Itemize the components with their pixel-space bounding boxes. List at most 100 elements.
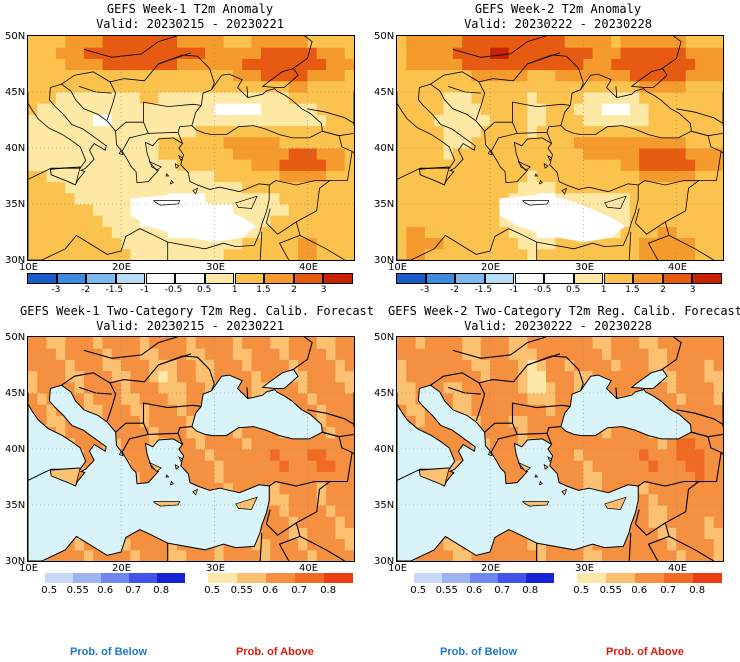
field-cell bbox=[518, 393, 528, 405]
field-cell bbox=[406, 204, 417, 216]
field-cell bbox=[406, 226, 417, 239]
field-cell bbox=[583, 170, 594, 183]
field-cell bbox=[83, 226, 94, 239]
field-cell bbox=[499, 426, 510, 439]
field-cell bbox=[648, 80, 659, 93]
field-cell bbox=[629, 148, 640, 160]
border-line bbox=[691, 130, 723, 137]
field-cell bbox=[214, 103, 225, 115]
field-cell bbox=[443, 69, 454, 82]
field-cell bbox=[93, 159, 103, 171]
field-cell bbox=[536, 125, 547, 138]
island bbox=[538, 179, 543, 185]
field-cell bbox=[555, 92, 566, 104]
field-cell bbox=[406, 125, 417, 138]
field-cell bbox=[335, 393, 346, 405]
field-cell bbox=[74, 549, 85, 561]
field-cell bbox=[704, 415, 715, 428]
field-cell bbox=[195, 248, 206, 260]
prob-above-colorbar-swatch bbox=[693, 573, 722, 583]
field-cell bbox=[546, 69, 556, 82]
field-cell bbox=[713, 460, 723, 472]
field-cell bbox=[307, 482, 318, 495]
field-cell bbox=[316, 226, 327, 239]
field-cell bbox=[93, 36, 103, 48]
prob-below-colorbar-label: 0.8 bbox=[153, 585, 170, 596]
field-cell bbox=[242, 370, 252, 383]
field-cell bbox=[462, 125, 472, 138]
field-cell bbox=[555, 181, 566, 194]
island bbox=[543, 463, 549, 470]
field-cell bbox=[288, 381, 299, 394]
lat-label: 35N bbox=[374, 199, 395, 210]
field-cell bbox=[195, 337, 206, 349]
field-cell bbox=[93, 370, 103, 383]
field-cell bbox=[667, 114, 677, 127]
field-cell bbox=[536, 136, 547, 149]
border-line bbox=[475, 382, 486, 422]
field-cell bbox=[167, 348, 178, 360]
field-cell bbox=[583, 237, 594, 250]
field-cell bbox=[195, 549, 206, 561]
border-line bbox=[158, 353, 192, 366]
field-cell bbox=[298, 148, 308, 160]
field-cell bbox=[335, 36, 346, 48]
field-cell bbox=[46, 170, 57, 183]
field-cell bbox=[111, 92, 122, 104]
field-cell bbox=[555, 125, 566, 138]
field-cell bbox=[232, 103, 243, 115]
field-cell bbox=[536, 337, 547, 349]
field-cell bbox=[704, 103, 715, 115]
field-cell bbox=[667, 125, 677, 138]
field-cell bbox=[667, 482, 677, 495]
field-cell bbox=[65, 69, 76, 82]
field-cell bbox=[648, 192, 659, 205]
field-cell bbox=[564, 393, 575, 405]
field-cell bbox=[471, 192, 482, 205]
field-cell bbox=[186, 136, 197, 149]
field-cell bbox=[344, 381, 354, 394]
field-cell bbox=[279, 549, 290, 561]
field-cell bbox=[335, 125, 346, 138]
field-cell bbox=[490, 215, 500, 227]
field-cell bbox=[611, 437, 621, 450]
field-cell bbox=[695, 58, 705, 71]
field-cell bbox=[667, 192, 677, 205]
field-cell bbox=[111, 426, 122, 439]
field-cell bbox=[648, 103, 659, 115]
lat-label: 45N bbox=[5, 87, 26, 98]
field-cell bbox=[685, 527, 696, 540]
field-cell bbox=[452, 226, 463, 239]
field-cell bbox=[564, 381, 575, 394]
field-cell bbox=[149, 538, 159, 551]
field-cell bbox=[74, 136, 85, 149]
field-cell bbox=[574, 80, 584, 93]
field-cell bbox=[37, 215, 48, 227]
field-cell bbox=[28, 114, 38, 127]
field-cell bbox=[251, 125, 262, 138]
field-cell bbox=[158, 370, 169, 383]
field-cell bbox=[704, 148, 715, 160]
field-cell bbox=[695, 437, 705, 450]
field-cell bbox=[648, 159, 659, 171]
border-line bbox=[635, 208, 640, 224]
field-cell bbox=[471, 181, 482, 194]
field-cell bbox=[83, 348, 94, 360]
field-cell bbox=[121, 159, 131, 171]
field-cell bbox=[214, 170, 225, 183]
field-cell bbox=[158, 92, 169, 104]
border-line bbox=[322, 431, 354, 438]
field-cell bbox=[326, 237, 336, 250]
field-cell bbox=[601, 192, 612, 205]
field-cell bbox=[583, 47, 594, 59]
field-cell bbox=[480, 426, 491, 439]
field-cell bbox=[462, 248, 472, 260]
field-cell bbox=[251, 226, 262, 239]
field-cell bbox=[695, 527, 705, 540]
field-cell bbox=[536, 80, 547, 93]
lon-label: 20E bbox=[112, 262, 132, 273]
prob-below-colorbar-swatch bbox=[73, 573, 101, 583]
field-cell bbox=[130, 527, 141, 540]
field-cell bbox=[452, 204, 463, 216]
field-cell bbox=[564, 192, 575, 205]
